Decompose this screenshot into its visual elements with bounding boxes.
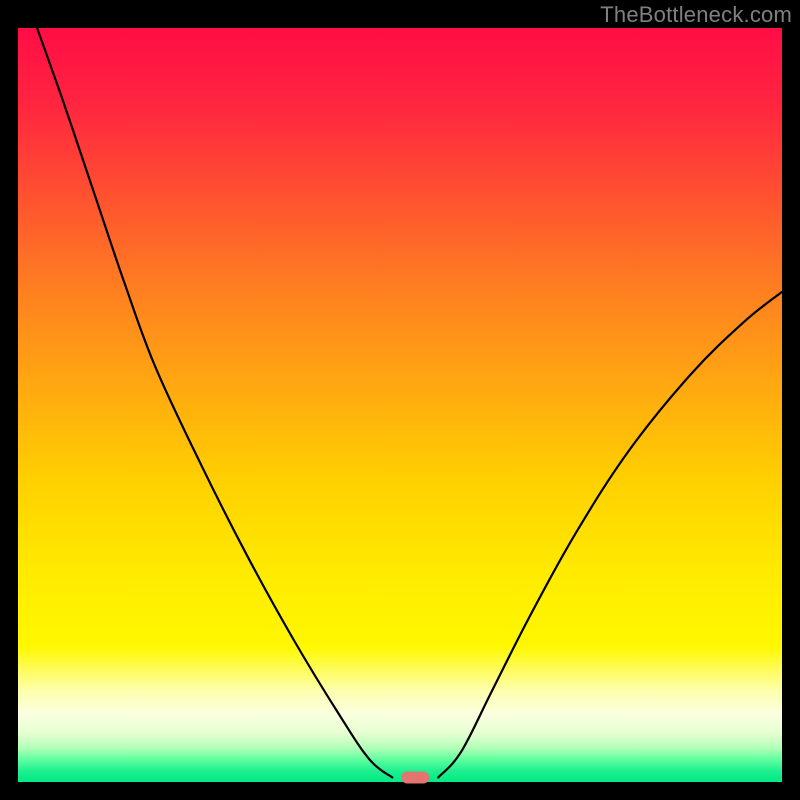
bottleneck-chart: [0, 0, 800, 800]
watermark-text: TheBottleneck.com: [600, 2, 792, 28]
chart-container: TheBottleneck.com: [0, 0, 800, 800]
bottleneck-marker: [401, 771, 429, 783]
